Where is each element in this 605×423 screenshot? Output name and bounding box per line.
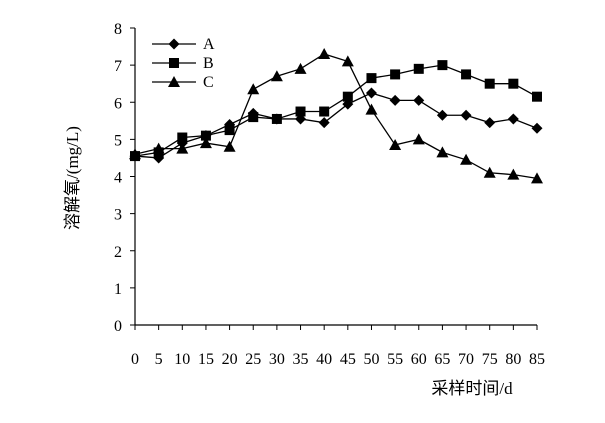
series-a-point (413, 94, 425, 106)
x-axis-title: 采样时间/d (431, 379, 513, 398)
x-tick-label: 45 (340, 351, 356, 368)
series-b-point (248, 112, 259, 123)
x-tick-label: 85 (529, 351, 545, 368)
x-tick-label: 70 (458, 351, 474, 368)
x-tick-label: 35 (293, 351, 309, 368)
series-b-point (484, 78, 495, 89)
y-axis-title: 溶解氧/(mg/L) (63, 126, 82, 230)
series-a-point (365, 87, 377, 99)
y-tick-label: 7 (114, 58, 122, 75)
y-tick-label: 5 (114, 132, 122, 149)
series-markers (129, 47, 543, 184)
x-tick-label: 80 (505, 351, 521, 368)
series-c-point (176, 142, 189, 154)
x-tick-label: 50 (363, 351, 379, 368)
legend-c-label: C (203, 74, 214, 91)
series-a-point (318, 117, 330, 129)
x-tick-label: 40 (316, 351, 332, 368)
series-c-point (270, 70, 283, 82)
series-a-point (460, 109, 472, 121)
series-c-point (247, 83, 260, 95)
series-b-point (390, 69, 401, 80)
series-b-point (532, 91, 542, 102)
series-b-point (319, 106, 330, 117)
legend-c-marker (168, 76, 180, 87)
series-c-point (152, 142, 165, 154)
series-b-point (508, 78, 519, 89)
series-b-point (224, 125, 235, 136)
legend-a-marker (168, 38, 180, 50)
series-c-point (507, 168, 520, 180)
series-b-line (134, 64, 538, 157)
series-b-point (342, 91, 353, 102)
series-c-line (134, 53, 538, 179)
x-tick-label: 65 (434, 351, 450, 368)
series-c-point (531, 172, 543, 184)
series-c-point (318, 47, 331, 59)
series-c-point (460, 153, 473, 165)
series-c-point (436, 146, 449, 158)
series-a-point (484, 117, 496, 129)
y-tick-label: 0 (114, 318, 122, 335)
series-c-point (129, 148, 141, 160)
series-c-point (294, 62, 307, 74)
series-c-point (199, 137, 212, 149)
series-c-point (412, 133, 425, 145)
series-a-point (531, 122, 543, 134)
series-a-point (389, 94, 401, 106)
series-lines (134, 53, 538, 179)
y-tick-label: 3 (114, 207, 122, 224)
series-a-line (134, 92, 538, 159)
series-b-point (437, 60, 448, 71)
x-tick-label: 20 (222, 351, 238, 368)
series-b-point (366, 73, 377, 84)
x-tick-label: 5 (155, 351, 163, 368)
x-tick-label: 75 (482, 351, 498, 368)
series-a-point (507, 113, 519, 125)
x-tick-label: 15 (198, 351, 214, 368)
y-tick-label: 1 (114, 281, 122, 298)
x-tick-label: 30 (269, 351, 285, 368)
series-c-point (389, 138, 402, 150)
series-c-point (365, 103, 378, 115)
x-tick-label: 25 (245, 351, 261, 368)
series-c-point (223, 140, 236, 152)
x-tick-label: 60 (411, 351, 427, 368)
legend-b-label: B (203, 55, 214, 72)
y-tick-label: 8 (114, 21, 122, 38)
legend-a-label: A (203, 36, 215, 53)
series-a-point (436, 109, 448, 121)
y-tick-label: 2 (114, 244, 122, 261)
series-b-point (271, 113, 282, 124)
series-b-point (413, 63, 424, 74)
legend: ABC (152, 36, 215, 91)
x-tick-label: 55 (387, 351, 403, 368)
x-tick-label: 0 (131, 351, 139, 368)
legend-b-marker (169, 58, 179, 68)
y-tick-label: 6 (114, 95, 122, 112)
y-tick-label: 4 (114, 170, 122, 187)
series-b-point (177, 132, 188, 143)
series-b-point (461, 69, 472, 80)
series-c-point (341, 55, 354, 67)
series-b-point (200, 130, 211, 141)
series-c-point (483, 166, 496, 178)
series-b-point (295, 106, 306, 117)
x-tick-label: 10 (174, 351, 190, 368)
